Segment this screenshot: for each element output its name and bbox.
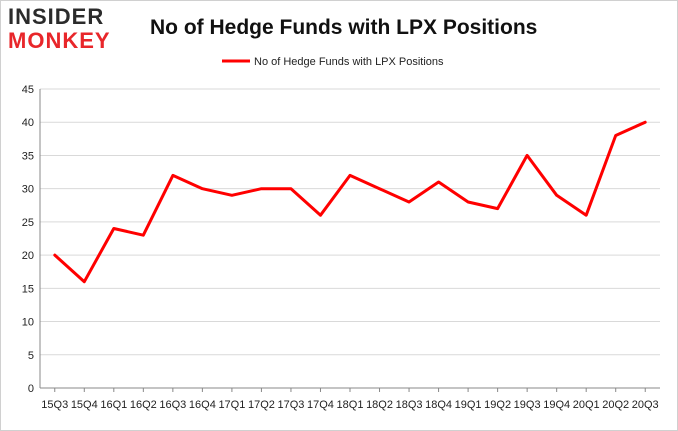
x-tick-label: 16Q3 [159,399,186,411]
x-tick-label: 18Q2 [366,399,393,411]
x-tick-label: 19Q2 [484,399,511,411]
y-tick-labels: 0 5 10 15 20 25 30 35 40 45 [22,84,34,395]
x-tick-label: 20Q1 [573,399,600,411]
y-tick-label: 0 [28,383,34,395]
x-tick-label: 17Q4 [307,399,334,411]
x-tick-labels: 15Q3 15Q4 16Q1 16Q2 16Q3 16Q4 17Q1 17Q2 17Q3 17Q4… [41,388,659,411]
x-tick-label: 20Q2 [602,399,629,411]
x-tick-label: 18Q3 [396,399,423,411]
y-tick-label: 35 [22,150,34,162]
y-tick-label: 30 [22,184,34,196]
x-tick-label: 18Q1 [337,399,364,411]
x-tick-label: 17Q1 [218,399,245,411]
axes [39,89,660,389]
x-tick-label: 16Q1 [100,399,127,411]
x-tick-label: 15Q4 [71,399,98,411]
series-group [53,120,647,284]
x-tick-label: 19Q4 [543,399,570,411]
insider-monkey-logo: INSIDER MONKEY [8,6,111,52]
legend-label: No of Hedge Funds with LPX Positions [254,56,444,68]
y-tick-label: 5 [28,350,34,362]
y-tick-label: 20 [22,250,34,262]
x-tick-label: 17Q3 [277,399,304,411]
y-tick-label: 25 [22,217,34,229]
x-tick-label: 17Q2 [248,399,275,411]
y-tick-label: 10 [22,317,34,329]
x-tick-label: 18Q4 [425,399,452,411]
x-tick-label: 16Q2 [130,399,157,411]
logo-text-bottom: MONKEY [8,28,111,53]
series-line [53,120,647,284]
x-tick-label: 20Q3 [632,399,659,411]
y-tick-label: 40 [22,117,34,129]
x-tick-label: 19Q1 [455,399,482,411]
y-tick-label: 45 [22,84,34,96]
x-tick-label: 16Q4 [189,399,216,411]
legend: No of Hedge Funds with LPX Positions [222,56,444,68]
logo-text-top: INSIDER [8,4,105,29]
x-tick-label: 15Q3 [41,399,68,411]
grid [40,88,660,356]
x-tick-label: 19Q3 [514,399,541,411]
y-tick-label: 15 [22,283,34,295]
chart-title: No of Hedge Funds with LPX Positions [150,16,538,39]
